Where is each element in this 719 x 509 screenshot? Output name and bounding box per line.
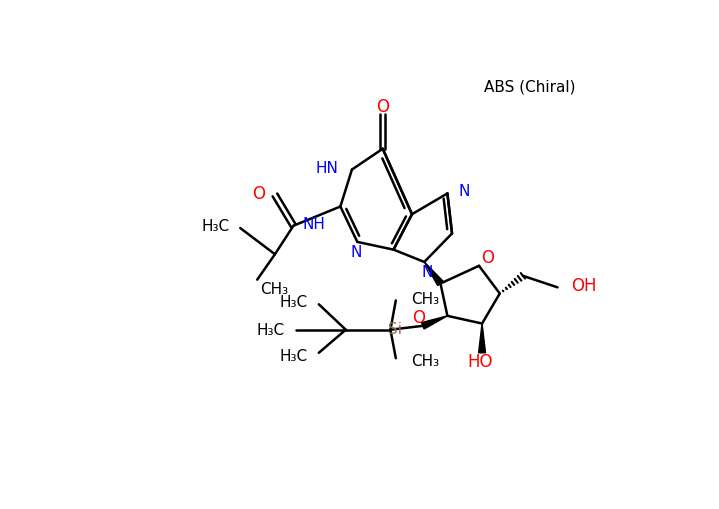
- Text: ABS (Chiral): ABS (Chiral): [485, 80, 576, 95]
- Text: OH: OH: [572, 276, 597, 295]
- Text: H₃C: H₃C: [201, 219, 229, 234]
- Text: CH₃: CH₃: [260, 282, 288, 297]
- Text: HO: HO: [467, 353, 493, 371]
- Text: H₃C: H₃C: [257, 323, 285, 337]
- Polygon shape: [421, 316, 447, 329]
- Text: CH₃: CH₃: [411, 353, 439, 369]
- Text: N: N: [458, 183, 470, 199]
- Text: NH: NH: [303, 217, 325, 232]
- Text: Si: Si: [388, 322, 402, 337]
- Text: O: O: [413, 309, 426, 327]
- Text: HN: HN: [315, 160, 338, 176]
- Text: H₃C: H₃C: [280, 295, 308, 310]
- Text: O: O: [481, 249, 494, 267]
- Text: O: O: [252, 184, 265, 202]
- Text: O: O: [376, 98, 389, 116]
- Polygon shape: [479, 324, 485, 353]
- Text: N: N: [422, 265, 433, 280]
- Polygon shape: [424, 263, 443, 286]
- Text: N: N: [350, 245, 362, 260]
- Text: H₃C: H₃C: [280, 348, 308, 363]
- Text: CH₃: CH₃: [411, 291, 439, 306]
